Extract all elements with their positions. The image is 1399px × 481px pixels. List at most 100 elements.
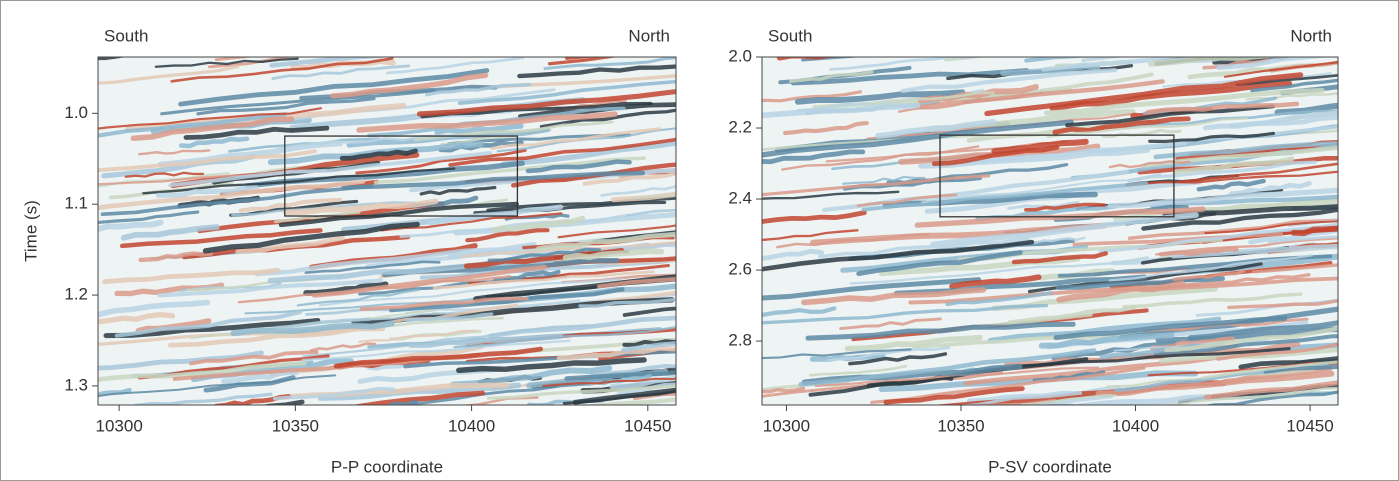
- seismic-reflector: [949, 274, 1042, 290]
- seismic-reflector: [844, 334, 983, 352]
- seismic-reflector: [330, 72, 489, 99]
- seismic-reflector: [1237, 57, 1284, 60]
- seismic-reflector: [434, 123, 524, 135]
- seismic-reflector: [1223, 61, 1338, 78]
- seismic-reflector: [762, 348, 912, 360]
- seismic-reflector: [1150, 194, 1338, 209]
- seismic-reflector: [856, 250, 1023, 277]
- seismic-reflector: [487, 247, 602, 262]
- seismic-reflector: [357, 329, 477, 344]
- seismic-reflector: [230, 320, 395, 337]
- x-tick-label: 10300: [763, 416, 810, 435]
- seismic-reflector: [1142, 145, 1338, 168]
- seismic-reflector: [432, 270, 655, 290]
- seismic-reflector: [124, 171, 205, 178]
- seismic-reflector: [1238, 356, 1338, 370]
- seismic-reflector: [535, 231, 676, 252]
- seismic-reflector: [1050, 408, 1303, 422]
- plot-border: [761, 56, 1339, 406]
- seismic-reflector: [1228, 180, 1312, 197]
- seismic-reflector: [1265, 342, 1338, 354]
- seismic-reflector: [762, 210, 867, 224]
- seismic-reflector: [1044, 88, 1325, 116]
- seismic-reflector: [900, 68, 1118, 94]
- seismic-reflector: [762, 370, 1004, 398]
- seismic-reflector: [138, 149, 211, 156]
- seismic-reflector: [185, 17, 407, 39]
- seismic-reflector: [1245, 92, 1338, 101]
- seismic-reflector: [626, 208, 676, 217]
- seismic-reflector: [1290, 225, 1338, 237]
- seismic-reflector: [98, 112, 287, 138]
- seismic-reflector: [543, 57, 676, 71]
- seismic-reflector: [413, 39, 550, 54]
- x-tick-label: 10400: [448, 416, 495, 435]
- annotation-right: North: [628, 26, 670, 45]
- seismic-reflector: [98, 360, 307, 382]
- seismic-reflector: [1183, 273, 1311, 287]
- seismic-reflector: [98, 311, 176, 325]
- seismic-reflector: [1227, 299, 1338, 310]
- seismic-reflector: [273, 210, 361, 224]
- seismic-reflector: [1095, 370, 1335, 397]
- seismic-reflector: [1200, 360, 1338, 380]
- seismic-reflector: [130, 116, 295, 141]
- seismic-texture: [98, 17, 676, 416]
- seismic-reflector: [178, 68, 490, 107]
- seismic-reflector: [1011, 347, 1291, 368]
- seismic-reflector: [762, 90, 863, 103]
- seismic-reflector: [225, 26, 400, 37]
- seismic-reflector: [1051, 341, 1177, 361]
- seismic-reflector: [456, 357, 647, 374]
- seismic-reflector: [98, 299, 211, 318]
- seismic-reflector: [341, 170, 646, 190]
- seismic-reflector: [825, 346, 951, 363]
- y-tick-label: 1.0: [64, 103, 88, 122]
- seismic-reflector: [1011, 251, 1109, 265]
- seismic-reflector: [1107, 187, 1338, 209]
- seismic-reflector: [1170, 243, 1338, 259]
- seismic-reflector: [311, 264, 548, 298]
- seismic-reflector: [582, 171, 676, 186]
- seismic-reflector: [490, 127, 662, 150]
- seismic-reflector: [600, 184, 676, 197]
- seismic-reflector: [1195, 298, 1338, 317]
- seismic-reflector: [794, 89, 966, 105]
- seismic-reflector: [578, 297, 676, 308]
- seismic-reflector: [168, 151, 492, 188]
- plot-border: [97, 56, 677, 406]
- seismic-reflector: [100, 184, 374, 217]
- seismic-reflector: [386, 57, 525, 75]
- seismic-reflector: [1041, 57, 1206, 72]
- seismic-reflector: [202, 221, 420, 254]
- x-axis-label: P-SV coordinate: [988, 457, 1112, 476]
- seismic-reflector: [776, 233, 930, 249]
- seismic-reflector: [1204, 220, 1338, 235]
- seismic-reflector: [272, 386, 396, 401]
- seismic-reflector: [203, 375, 296, 393]
- seismic-reflector: [98, 350, 264, 371]
- seismic-reflector: [597, 277, 676, 289]
- seismic-reflector: [254, 241, 537, 277]
- seismic-reflector: [1164, 326, 1338, 353]
- seismic-reflector: [1007, 305, 1137, 325]
- seismic-reflector: [1020, 394, 1117, 405]
- seismic-reflector: [1024, 202, 1106, 212]
- seismic-reflector: [1252, 263, 1338, 274]
- x-tick-label: 10400: [1112, 416, 1159, 435]
- seismic-reflector: [335, 409, 450, 416]
- seismic-reflector: [525, 159, 632, 174]
- seismic-reflector: [912, 331, 1156, 349]
- seismic-reflector: [347, 390, 486, 405]
- seismic-texture: [762, 57, 1338, 422]
- seismic-reflector: [547, 57, 619, 66]
- seismic-reflector: [849, 256, 1150, 285]
- seismic-reflector: [1204, 390, 1338, 405]
- highlight-box: [284, 135, 519, 217]
- seismic-reflector: [238, 197, 343, 213]
- y-tick-label: 1.3: [64, 375, 88, 394]
- seismic-reflector: [101, 154, 256, 179]
- seismic-reflector: [621, 341, 676, 353]
- seismic-reflector: [829, 57, 971, 71]
